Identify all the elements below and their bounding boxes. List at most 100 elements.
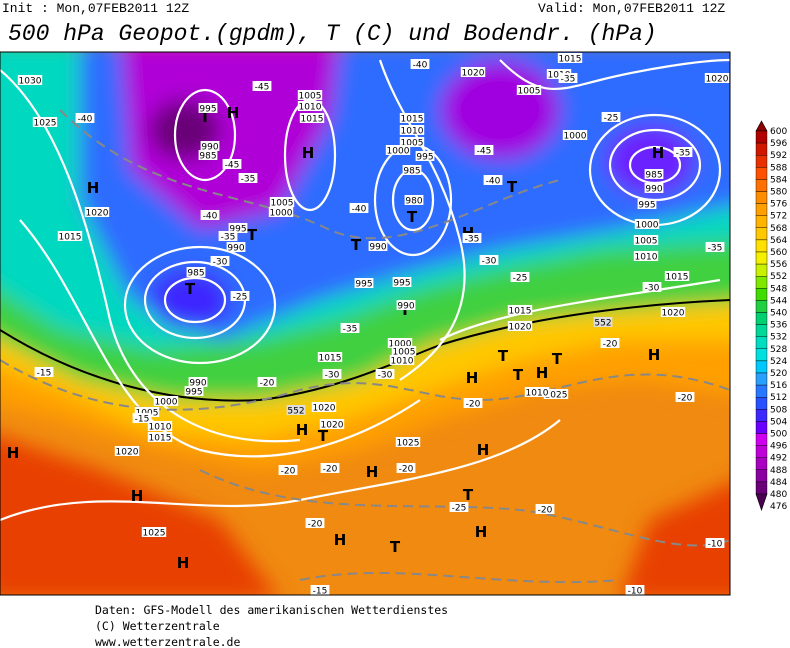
isobar-label-bg <box>389 355 415 365</box>
colorbar-swatch <box>755 360 768 374</box>
isobar-label-bg <box>297 90 323 100</box>
isobar-label-bg <box>134 407 160 417</box>
temperature-label: -20 <box>308 520 323 530</box>
isobar-label: 1010 <box>149 423 172 433</box>
colorbar-label: 600 <box>770 127 787 137</box>
isobar-label-bg <box>268 207 294 217</box>
isobar-label-bg <box>141 527 167 537</box>
isobar-label-bg <box>269 197 295 207</box>
isobar-label: 1015 <box>149 434 172 444</box>
colorbar-swatch <box>755 251 768 265</box>
temperature-label: -35 <box>561 75 576 85</box>
temperature-label-bg <box>410 59 430 69</box>
colorbar-label: 552 <box>770 272 787 282</box>
colorbar-swatch <box>755 336 768 350</box>
pressure-center: T <box>390 538 401 556</box>
valid-time: Valid: Mon,07FEB2011 12Z <box>538 1 725 16</box>
isobar-label: 990 <box>201 143 218 153</box>
colorbar-label: 560 <box>770 248 787 258</box>
temperature-label-bg <box>474 145 494 155</box>
temperature-label: -30 <box>378 371 393 381</box>
colorbar-swatch <box>755 142 768 156</box>
isobar-label: 1000 <box>636 221 659 231</box>
colorbar-label: 532 <box>770 333 787 343</box>
temperature-label-bg <box>305 518 325 528</box>
isobar-label: 990 <box>227 244 244 254</box>
isobar-label-bg <box>198 150 218 160</box>
colorbar-swatch <box>755 469 768 483</box>
isobar-label-bg <box>354 278 374 288</box>
colorbar-label: 516 <box>770 381 787 391</box>
isobar-label-bg <box>184 386 204 396</box>
isobar-label: 1010 <box>391 357 414 367</box>
colorbar-swatch <box>755 433 768 446</box>
temperature-label: -40 <box>352 205 367 215</box>
isobar-label: 995 <box>229 225 246 235</box>
temperature-label-bg <box>462 233 482 243</box>
pressure-center: H <box>302 144 315 162</box>
isobar-label-bg <box>633 251 659 261</box>
isobar-label-bg <box>198 103 218 113</box>
isobar-label: 995 <box>185 388 202 398</box>
isobar-label: 995 <box>416 153 433 163</box>
isobar-label: 990 <box>645 185 662 195</box>
temperature-label: -40 <box>413 61 428 71</box>
isobar-label-bg <box>299 113 325 123</box>
colorbar-label: 588 <box>770 163 787 173</box>
temperature-label: -10 <box>628 587 643 597</box>
isobar-label-bg <box>704 73 730 83</box>
temperature-label-bg <box>310 585 330 595</box>
map-frame <box>0 51 731 596</box>
colorbar-swatch <box>755 397 768 410</box>
temperature-label: -35 <box>221 233 236 243</box>
temperature-label: -30 <box>645 284 660 294</box>
map: THHHTTTTTHTHTTHHTHTHHHHHHTHTH10301025102… <box>0 52 730 597</box>
isobar-label-bg <box>147 421 173 431</box>
isobar-label-bg <box>399 137 425 147</box>
isobar-label: 1020 <box>321 421 344 431</box>
isobar-label-bg <box>396 300 416 310</box>
isobar-label-bg <box>404 195 424 205</box>
isobar-label: 1000 <box>155 398 178 408</box>
colorbar-swatch <box>755 445 768 458</box>
geopotential-label-bg <box>593 317 613 327</box>
temperature-label-bg <box>642 282 662 292</box>
isobar-label-bg <box>188 377 208 387</box>
isobar-label: 1015 <box>401 115 424 125</box>
isobar-label-bg <box>634 219 660 229</box>
geopotential-label-bg <box>286 405 306 415</box>
isobar-label-bg <box>319 419 345 429</box>
colorbar-label: 564 <box>770 236 787 246</box>
temperature-label-bg <box>396 463 416 473</box>
colorbar-label: 476 <box>770 502 787 512</box>
isobar-label: 1020 <box>706 75 729 85</box>
temperature-label-bg <box>200 210 220 220</box>
isobar-label: 1005 <box>299 92 322 102</box>
pressure-center: H <box>131 487 144 505</box>
colorbar-label: 488 <box>770 466 787 476</box>
pressure-center: T <box>552 350 563 368</box>
colorbar-label: 568 <box>770 224 787 234</box>
temperature-label-bg <box>625 585 645 595</box>
temperature-label: -20 <box>678 394 693 404</box>
isobar-label-bg <box>57 231 83 241</box>
isobar-label: 1010 <box>635 253 658 263</box>
temperature-label: -30 <box>325 371 340 381</box>
colorbar-label: 500 <box>770 430 787 440</box>
colorbar-swatch <box>755 384 768 398</box>
isobar-label-bg <box>644 169 664 179</box>
isobar-label-bg <box>147 432 173 442</box>
isobar-label: 990 <box>189 379 206 389</box>
pressure-center: H <box>177 554 190 572</box>
isobar-label: 995 <box>199 105 216 115</box>
temperature-label: -30 <box>482 257 497 267</box>
isobar-label: 1000 <box>389 340 412 350</box>
pressure-center: H <box>466 369 479 387</box>
pressure-center: H <box>652 144 665 162</box>
isobar-label: 1010 <box>299 103 322 113</box>
isobar-label-bg <box>664 271 690 281</box>
temperature-label-bg <box>278 465 298 475</box>
isobar-label-bg <box>317 352 343 362</box>
temperature-label-bg <box>340 323 360 333</box>
